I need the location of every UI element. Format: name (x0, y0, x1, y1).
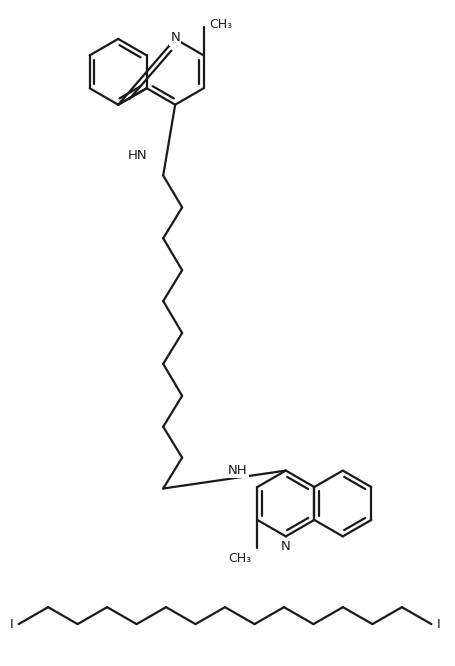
Text: NH: NH (227, 464, 247, 477)
Text: I: I (435, 617, 439, 631)
Text: N: N (280, 540, 290, 553)
Text: HN: HN (127, 149, 147, 162)
Text: I: I (10, 617, 14, 631)
Text: CH₃: CH₃ (228, 552, 251, 565)
Text: CH₃: CH₃ (209, 18, 232, 31)
Text: N: N (170, 31, 180, 45)
